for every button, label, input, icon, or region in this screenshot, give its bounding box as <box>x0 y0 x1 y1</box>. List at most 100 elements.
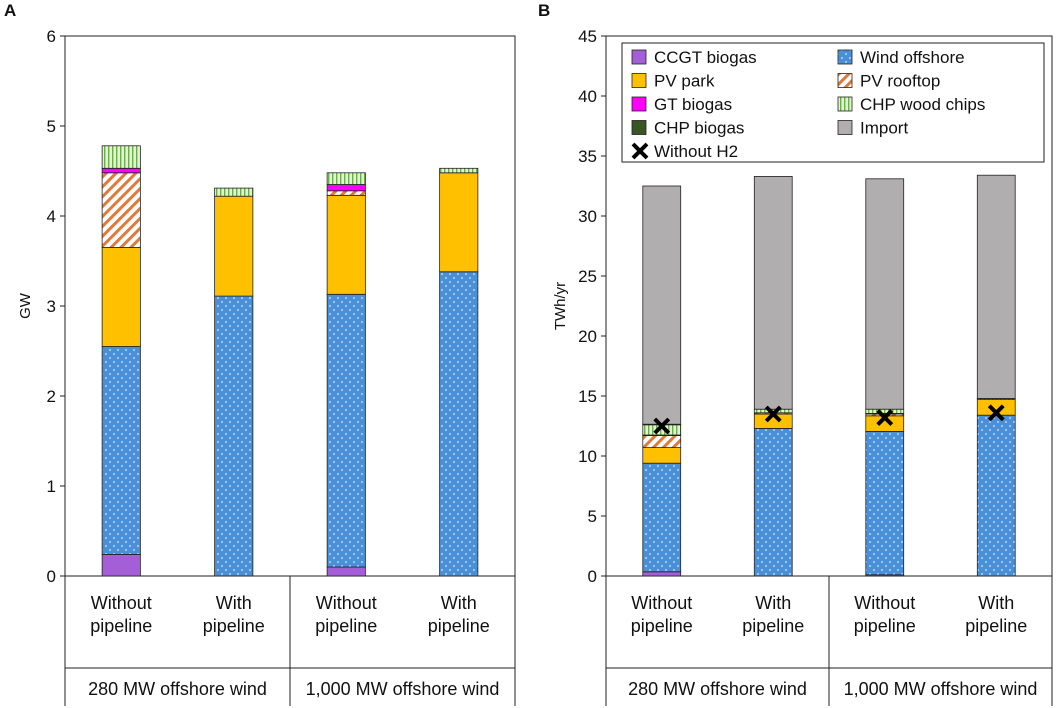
legend-label: Import <box>860 119 908 138</box>
panel-b-label: B <box>538 1 550 20</box>
y-tick-label: 2 <box>47 387 56 406</box>
legend-swatch <box>837 96 853 112</box>
bar-segment-import <box>642 185 682 425</box>
bar-segment-ccgt-biogas <box>326 566 366 577</box>
without-h2-marker <box>653 417 671 435</box>
legend-label: Without H2 <box>654 142 738 161</box>
y-tick-label: 20 <box>578 327 597 346</box>
bar-segment-wind-offshore <box>214 295 254 577</box>
x-group-label: 280 MW offshore wind power <box>88 679 267 708</box>
bar-segment-chp-wood-chips <box>101 145 141 169</box>
legend-swatch <box>837 49 853 65</box>
y-tick-label: 30 <box>578 207 597 226</box>
x-category-label: Without pipeline <box>631 593 693 636</box>
legend-swatch <box>837 120 853 135</box>
x-category-label-line: pipeline <box>203 616 265 636</box>
marker-stroke <box>653 417 671 435</box>
legend-item-pv-park: PV park <box>631 72 715 91</box>
bar-segment-pv-rooftop <box>642 435 682 449</box>
y-tick-label: 4 <box>47 207 56 226</box>
bar-segment-ccgt-biogas <box>101 554 141 577</box>
legend-swatch <box>631 49 647 65</box>
x-category-label: With pipeline <box>742 593 804 636</box>
y-tick-label: 10 <box>578 447 597 466</box>
x-category-label-line: pipeline <box>315 616 377 636</box>
bar-segment-wind-offshore <box>753 427 793 577</box>
without-h2-marker <box>876 409 894 427</box>
bar-segment-import <box>753 175 793 410</box>
legend-item-wind-offshore: Wind offshore <box>837 48 965 67</box>
without-h2-marker <box>987 404 1005 422</box>
panel-a-y-ticks: 0 1 2 3 4 5 6 <box>47 27 65 586</box>
panel-a-y-axis-label: GW <box>17 292 34 319</box>
x-group-label-line: power <box>153 703 202 708</box>
x-group-label-line: power <box>693 703 742 708</box>
x-category-label-line: With <box>216 593 252 613</box>
legend-item-ccgt-biogas: CCGT biogas <box>631 48 757 67</box>
legend-label: PV rooftop <box>860 72 940 91</box>
bar-segment-wind-offshore <box>865 430 905 576</box>
y-tick-label: 0 <box>47 567 56 586</box>
y-tick-label: 5 <box>588 507 597 526</box>
legend-label: CHP biogas <box>654 119 744 138</box>
x-category-label: Without pipeline <box>315 593 377 636</box>
x-group-label-line: 280 MW offshore wind <box>628 679 807 699</box>
y-tick-label: 40 <box>578 87 597 106</box>
bar-segment-pv-park <box>642 447 682 464</box>
bar-segment-pv-park <box>214 195 254 297</box>
panel-b-y-axis-label: TWh/yr <box>552 282 569 330</box>
legend-item-import: Import <box>837 119 908 138</box>
bar-segment-pv-rooftop <box>101 172 141 248</box>
panel-b-bars <box>642 174 1016 577</box>
legend-item-pv-rooftop: PV rooftop <box>837 72 940 91</box>
x-group-label-line: power <box>916 703 965 708</box>
x-group-label: 1,000 MW offshore wind power <box>306 679 500 708</box>
y-tick-label: 0 <box>588 567 597 586</box>
panel-a-bars <box>101 145 479 577</box>
x-category-label-line: With <box>755 593 791 613</box>
bar-segment-import <box>865 178 905 410</box>
x-group-label: 1,000 MW offshore wind power <box>844 679 1038 708</box>
legend-marker-icon <box>631 142 649 160</box>
y-tick-label: 3 <box>47 297 56 316</box>
panel-b-markers <box>653 404 1005 435</box>
x-category-label: Without pipeline <box>90 593 152 636</box>
legend-item-gt-biogas: GT biogas <box>631 95 732 114</box>
panel-a-label: A <box>4 1 16 20</box>
legend-swatch <box>631 96 647 112</box>
x-group-label-line: 280 MW offshore wind <box>88 679 267 699</box>
y-tick-label: 25 <box>578 267 597 286</box>
legend-swatch <box>837 73 853 88</box>
x-group-label-line: power <box>378 703 427 708</box>
x-category-label-line: Without <box>316 593 377 613</box>
legend-label: CHP wood chips <box>860 95 985 114</box>
x-category-label-line: Without <box>854 593 915 613</box>
y-tick-label: 35 <box>578 147 597 166</box>
panel-a: A GW 0 1 2 3 4 5 6 Without pipeline With pipeline… <box>4 1 516 708</box>
bar-segment-chp-wood-chips <box>865 408 905 414</box>
x-category-label-line: pipeline <box>90 616 152 636</box>
legend-label: GT biogas <box>654 95 732 114</box>
legend-swatch <box>631 73 647 88</box>
x-category-label-line: pipeline <box>428 616 490 636</box>
y-tick-label: 5 <box>47 117 56 136</box>
bar-segment-wind-offshore <box>101 346 141 555</box>
y-tick-label: 15 <box>578 387 597 406</box>
bar-segment-pv-park <box>101 247 141 347</box>
bar-segment-pv-park <box>326 194 366 295</box>
x-category-label-line: With <box>978 593 1014 613</box>
x-category-label: With pipeline <box>428 593 490 636</box>
panel-b-y-ticks: 0 5 10 15 20 25 30 35 40 45 <box>578 27 606 586</box>
panel-b-x-axis: Without pipeline With pipeline Without pipeli… <box>605 576 1053 708</box>
marker-stroke <box>764 405 782 423</box>
bar-segment-chp-wood-chips <box>439 167 479 174</box>
y-tick-label: 6 <box>47 27 56 46</box>
panel-b-legend: CCGT biogas Wind offshore PV park PV roofto… <box>621 42 1045 163</box>
bar-segment-import <box>976 174 1016 399</box>
panel-b: B TWh/yr 0 5 10 15 20 25 30 35 40 45 Without pipel… <box>538 1 1053 708</box>
bar-segment-wind-offshore <box>326 293 366 568</box>
x-group-label-line: 1,000 MW offshore wind <box>306 679 500 699</box>
x-category-label: Without pipeline <box>854 593 916 636</box>
bar-segment-ccgt-biogas <box>642 571 682 577</box>
